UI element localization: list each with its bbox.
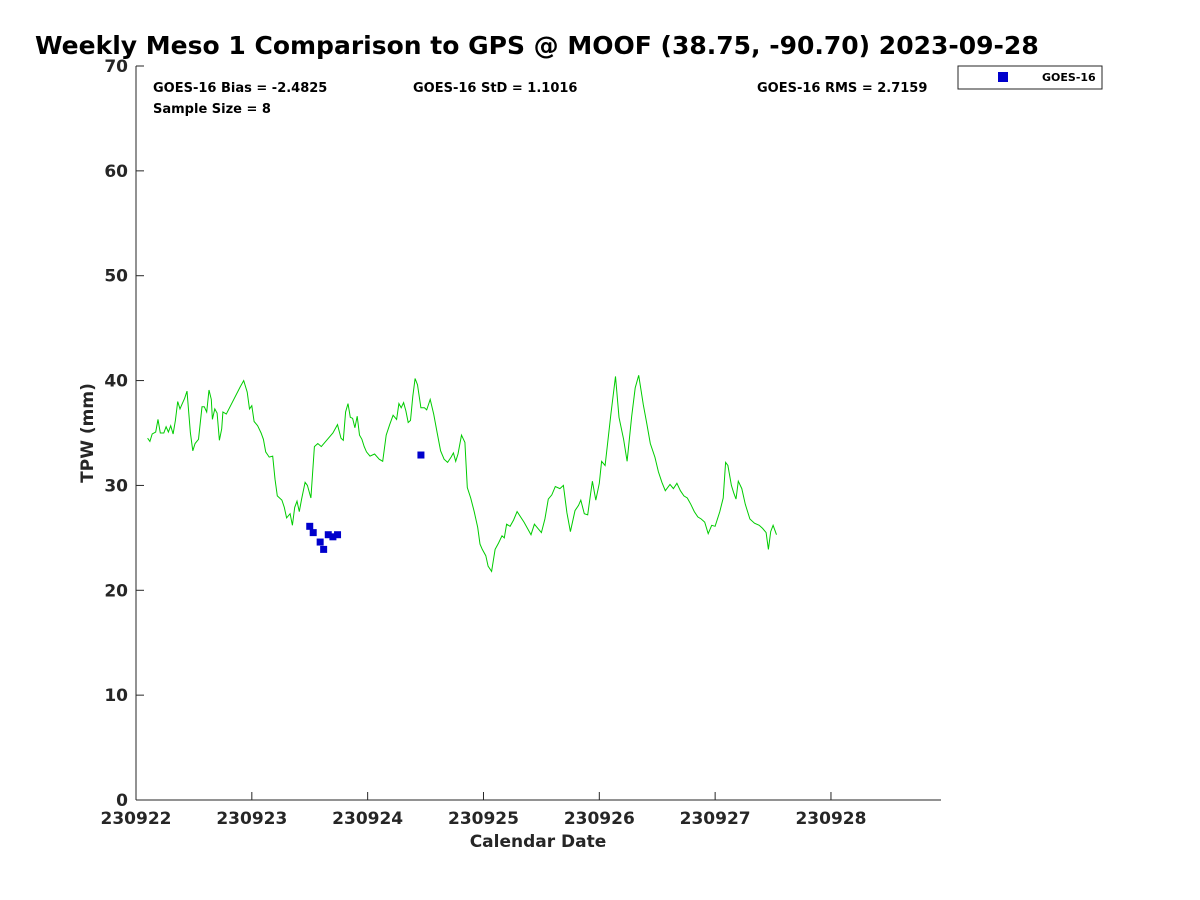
goes-16-point xyxy=(316,538,324,546)
goes-16-point xyxy=(309,529,317,537)
x-axis-label: Calendar Date xyxy=(470,832,607,852)
goes-16-point xyxy=(417,451,425,459)
plot-frame xyxy=(135,66,941,801)
x-tick-label: 230928 xyxy=(795,809,866,829)
y-tick-label: 40 xyxy=(104,372,128,392)
y-tick-label: 30 xyxy=(104,476,128,496)
legend-box xyxy=(957,65,1103,90)
goes-16-point xyxy=(306,522,314,530)
legend: GOES-16 xyxy=(957,65,1103,90)
y-tick-label: 50 xyxy=(104,267,128,287)
legend-label-goes-16: GOES-16 xyxy=(1042,71,1096,84)
y-ticks: 0 10 20 30 40 50 60 70 xyxy=(104,57,144,811)
y-tick-label: 20 xyxy=(104,581,128,601)
x-tick-label: 230927 xyxy=(680,809,751,829)
y-tick-label: 70 xyxy=(104,57,128,77)
stat-sample-size: Sample Size = 8 xyxy=(153,102,271,117)
legend-marker-goes-16 xyxy=(998,72,1008,82)
goes-16-point xyxy=(334,531,342,539)
goes-16-point xyxy=(324,531,332,539)
y-tick-label: 60 xyxy=(104,162,128,182)
x-tick-label: 230923 xyxy=(216,809,287,829)
x-tick-label: 230925 xyxy=(448,809,519,829)
x-tick-label: 230924 xyxy=(332,809,403,829)
x-ticks: 230922 230923 230924 230925 230926 230927 2309… xyxy=(101,792,866,829)
stats-annotations: GOES-16 Bias = -2.4825 GOES-16 StD = 1.1… xyxy=(153,81,927,117)
goes-16-points xyxy=(306,451,425,553)
stat-std: GOES-16 StD = 1.1016 xyxy=(413,81,577,96)
x-tick-label: 230922 xyxy=(101,809,172,829)
y-axis-label: TPW (mm) xyxy=(78,383,98,483)
goes-16-point xyxy=(320,545,328,553)
stat-rms: GOES-16 RMS = 2.7159 xyxy=(757,81,927,96)
gps-series-line xyxy=(147,375,777,573)
chart-title: Weekly Meso 1 Comparison to GPS @ MOOF (… xyxy=(35,31,1039,60)
stat-bias: GOES-16 Bias = -2.4825 xyxy=(153,81,327,96)
y-tick-label: 10 xyxy=(104,686,128,706)
x-tick-label: 230926 xyxy=(564,809,635,829)
y-tick-label: 0 xyxy=(116,791,128,811)
goes-16-point xyxy=(329,533,337,541)
